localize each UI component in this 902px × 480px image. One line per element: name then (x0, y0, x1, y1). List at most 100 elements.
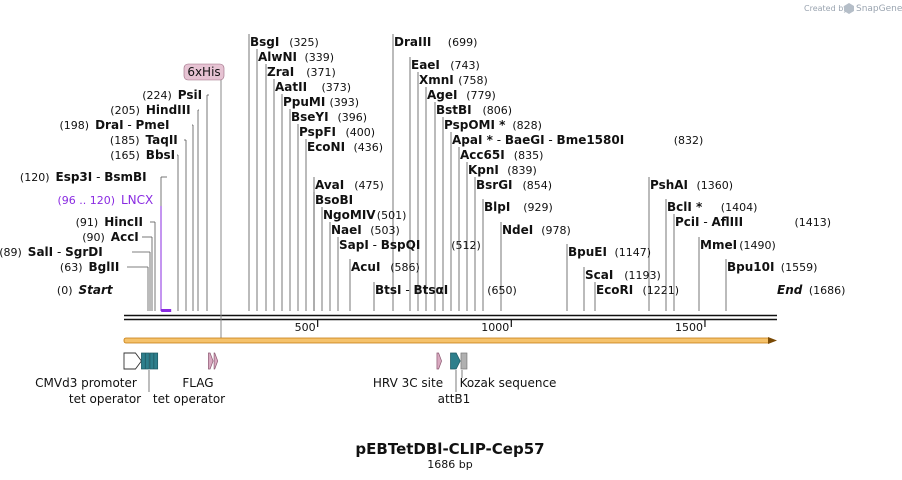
site-pos-zrai: (371) (306, 66, 336, 79)
site-pos-apai: (832) (674, 134, 704, 147)
his-tag-label: 6xHis (187, 65, 220, 79)
site-name-end: End (777, 283, 803, 297)
site-name-btsi: BtsI - BtsαI (375, 283, 448, 297)
credit-text: Created by (804, 4, 848, 13)
site-name2-apai: BaeGI (505, 133, 545, 147)
site-name3-apai: Bme1580I (557, 133, 625, 147)
lncx-label: LNCX (121, 193, 153, 207)
site-name-bstbi: BstBI (436, 103, 472, 117)
site-name-apai: ApaI * - BaeGI - Bme1580I (452, 133, 624, 147)
site-name-acui: AcuI (351, 260, 380, 274)
site-name-kpni: KpnI (468, 163, 499, 177)
feature-attb1-5-label: attB1 (438, 392, 471, 406)
site-pos-naei: (503) (370, 224, 400, 237)
site-name2-pcii: AflIII (711, 215, 743, 229)
site-pos-acc65i: (835) (514, 149, 544, 162)
tick-label: 1000 (481, 321, 509, 334)
site-name-ecori: EcoRI (596, 283, 633, 297)
site-pos-acui: (586) (390, 261, 420, 274)
site-pos-acci: (90) (82, 231, 105, 244)
site-name2-sali: SgrDI (65, 245, 103, 259)
orf-arrow-head (768, 337, 777, 344)
cut-site-lines (127, 34, 727, 311)
site-name1-acc65i: Acc65I (460, 148, 505, 162)
site-name1-hindiii: HindIII (146, 103, 191, 117)
site-name1-draiii: DraIII (394, 35, 431, 49)
site-name1-scai: ScaI (585, 268, 613, 282)
site-pos-bpu10i: (1559) (781, 261, 818, 274)
site-name-bsgi: BsgI (250, 35, 279, 49)
site-name1-blpi: BlpI (484, 200, 510, 214)
site-pos-pspomi: (828) (512, 119, 542, 132)
site-pos-alwni: (339) (305, 51, 335, 64)
site-sep: - (402, 283, 414, 297)
scale-ticks: 500 1000 1500 (295, 320, 706, 334)
site-name1-ndei: NdeI (502, 223, 533, 237)
site-name1-agei: AgeI (427, 88, 457, 102)
site-name1-end: End (777, 283, 803, 297)
feature-tet-operator-2-label: tet operator (153, 392, 225, 406)
site-name1-sali: SalI (28, 245, 53, 259)
feature-hrv-3c-site-4-shape (436, 352, 442, 370)
site-pos-xmni: (758) (458, 74, 488, 87)
site-name1-bglii: BglII (89, 260, 120, 274)
site-name1-pshai: PshAI (650, 178, 688, 192)
site-pos-eaei: (743) (450, 59, 480, 72)
site-name-hindiii: HindIII (146, 103, 191, 117)
site-name1-esp3i: Esp3I (56, 170, 93, 184)
lncx-bar (161, 309, 172, 312)
site-pos-mmei: (1490) (739, 239, 776, 252)
tick-label: 1500 (675, 321, 703, 334)
site-pos-pspfi: (400) (346, 126, 376, 139)
plasmid-title: pEBTetDBl-CLIP-Cep57 (355, 440, 544, 458)
site-pos-bcli: (1404) (721, 201, 758, 214)
site-name-pcii: PciI - AflIII (675, 215, 743, 229)
feature-cmvd3-promoter-0-shape (123, 352, 142, 370)
site-sep: - (493, 133, 505, 147)
site-name-draiii: DraIII (394, 35, 431, 49)
site-pos-kpni: (839) (507, 164, 537, 177)
credit-brand: SnapGene (856, 4, 902, 14)
site-pos-pcii: (1413) (795, 216, 832, 229)
site-name1-bstbi: BstBI (436, 103, 472, 117)
site-pos-bpuei: (1147) (615, 246, 652, 259)
site-name1-bseyi: BseYI (291, 110, 329, 124)
site-name1-bsobi: BsoBI (315, 193, 353, 207)
site-sep: - (545, 133, 557, 147)
site-name-xmni: XmnI (419, 73, 454, 87)
site-name1-avai: AvaI (315, 178, 344, 192)
site-name1-btsi: BtsI (375, 283, 402, 297)
site-name1-sapi: SapI (339, 238, 369, 252)
site-name-taqii: TaqII (146, 133, 178, 147)
site-sep: - (124, 118, 136, 132)
site-name1-zrai: ZraI (267, 65, 294, 79)
site-name1-acui: AcuI (351, 260, 380, 274)
site-name-econi: EcoNI (307, 140, 345, 154)
feature-hrv-3c-site-4-label: HRV 3C site (373, 376, 443, 390)
site-sep: - (369, 238, 381, 252)
site-pos-ecori: (1221) (643, 284, 680, 297)
cut-site-labels: (0) Start (63) BglII (89) SalI - SgrDI(90) Acc… (0, 35, 845, 297)
feature-attb1-5-shape (450, 352, 461, 370)
orf-bar (123, 337, 771, 344)
site-pos-drai: (198) (60, 119, 90, 132)
site-name2-sapi: BspQI (381, 238, 421, 252)
site-pos-start: (0) (57, 284, 73, 297)
site-pos-bseyi: (396) (338, 111, 368, 124)
site-name-bpu10i: Bpu10I (727, 260, 774, 274)
site-sep: - (700, 215, 712, 229)
features: CMVd3 promoter tet operator tet operator FL… (35, 352, 556, 406)
feature-tet-operator-1-label: tet operator (69, 392, 141, 406)
site-name-pspfi: PspFI (299, 125, 336, 139)
site-name1-bpuei: BpuEI (568, 245, 607, 259)
site-name1-alwni: AlwNI (258, 50, 297, 64)
site-pos-ppumi: (393) (330, 96, 360, 109)
site-pos-bsgi: (325) (289, 36, 319, 49)
site-pos-psii: (224) (142, 89, 172, 102)
site-name-mmei: MmeI (700, 238, 737, 252)
site-sep: - (53, 245, 65, 259)
site-pos-agei: (779) (466, 89, 496, 102)
site-name-bseyi: BseYI (291, 110, 329, 124)
snapgene-logo-icon (844, 3, 854, 14)
site-name1-ngomiv: NgoMIV (323, 208, 376, 222)
